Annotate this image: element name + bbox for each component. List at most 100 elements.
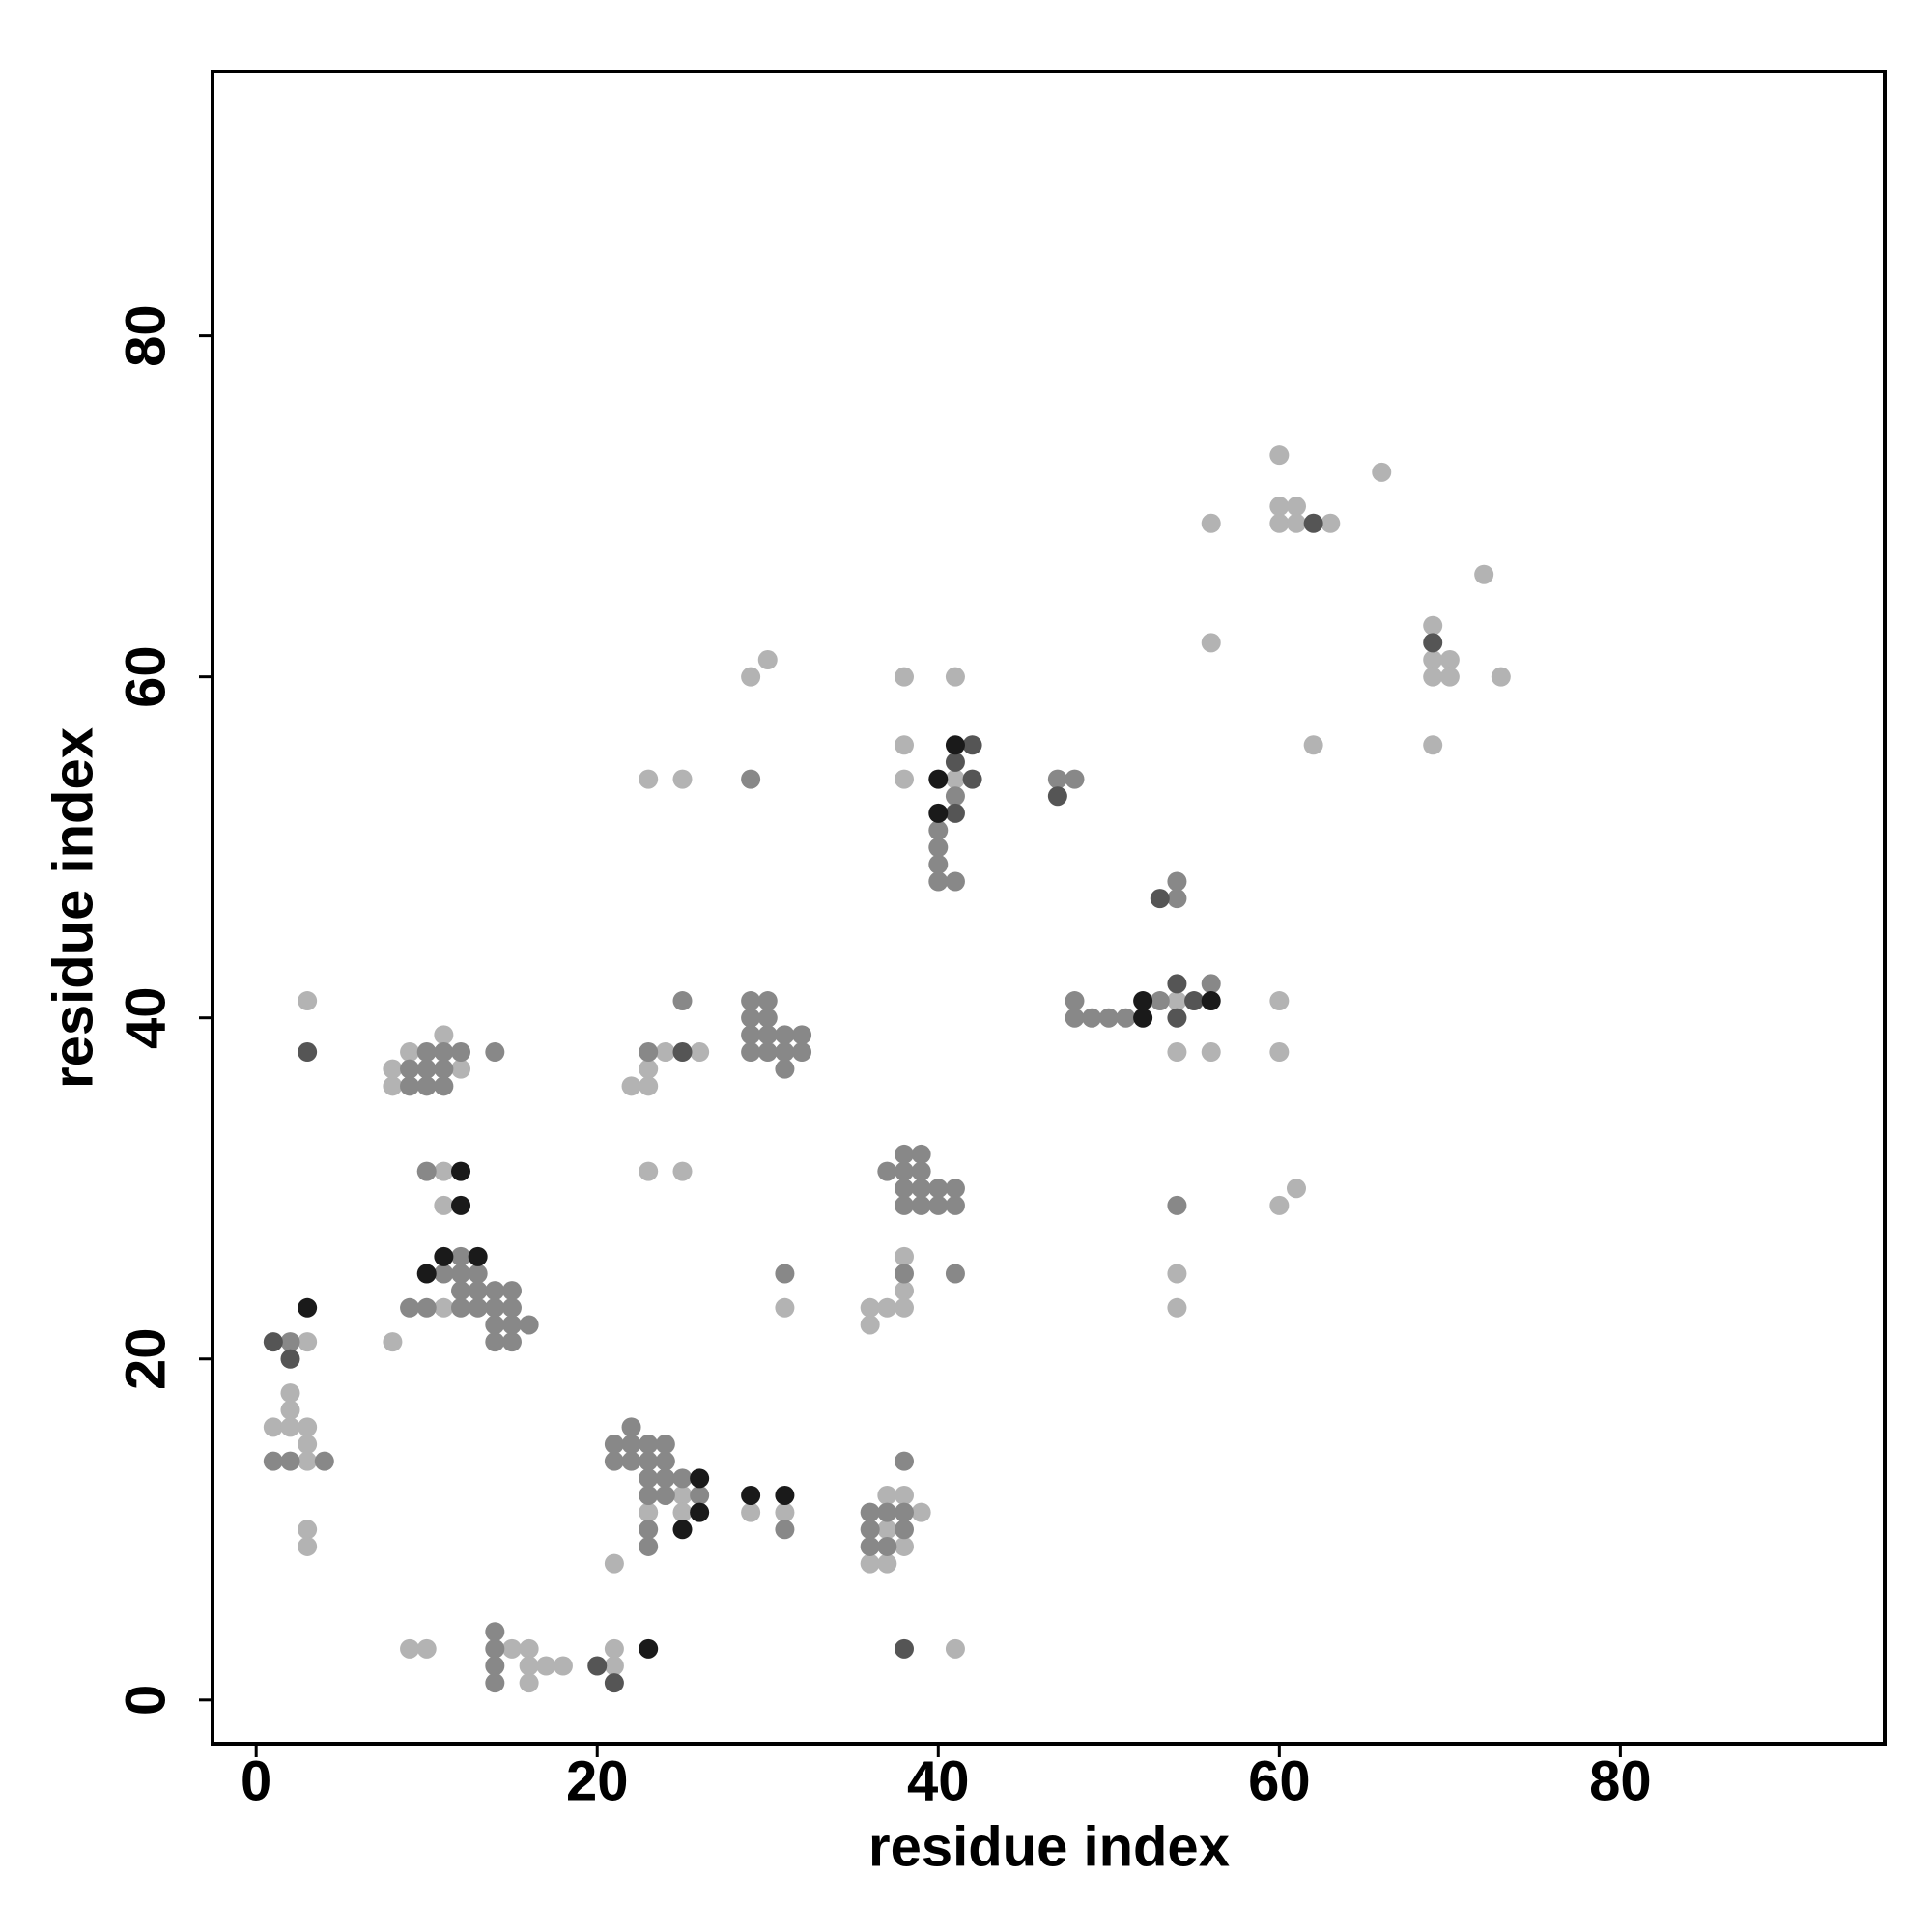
- point: [877, 1161, 897, 1181]
- point: [1065, 991, 1085, 1011]
- point: [485, 1042, 505, 1063]
- point: [639, 1076, 659, 1096]
- point: [877, 1297, 897, 1318]
- point: [485, 1638, 505, 1659]
- point: [741, 769, 761, 789]
- point: [741, 1485, 761, 1505]
- point: [639, 1451, 659, 1471]
- point: [468, 1281, 488, 1301]
- point: [416, 1297, 437, 1318]
- point: [604, 1553, 624, 1574]
- point: [757, 991, 778, 1011]
- point: [894, 1451, 914, 1471]
- point: [757, 1025, 778, 1045]
- point: [741, 1008, 761, 1028]
- point: [1423, 735, 1443, 755]
- point: [621, 1417, 641, 1437]
- point: [945, 871, 965, 892]
- point: [672, 1520, 693, 1540]
- point: [485, 1315, 505, 1335]
- point: [860, 1536, 880, 1556]
- point: [519, 1638, 539, 1659]
- point: [945, 1638, 965, 1659]
- point: [962, 769, 982, 789]
- point: [775, 1059, 795, 1079]
- point: [639, 769, 659, 789]
- point: [434, 1297, 454, 1318]
- point: [775, 1520, 795, 1540]
- point: [314, 1451, 334, 1471]
- point: [894, 1195, 914, 1215]
- point: [1303, 513, 1323, 533]
- point: [775, 1264, 795, 1284]
- point: [911, 1179, 931, 1199]
- point: [1269, 991, 1290, 1011]
- x-axis-title: residue index: [868, 1815, 1230, 1878]
- point: [1082, 1008, 1102, 1028]
- point: [1269, 1195, 1290, 1215]
- point: [1303, 735, 1323, 755]
- point: [945, 786, 965, 807]
- point: [1491, 667, 1511, 687]
- point: [1150, 889, 1170, 909]
- point: [604, 1656, 624, 1676]
- point: [1065, 1008, 1085, 1028]
- point: [416, 1059, 437, 1079]
- point: [775, 1042, 795, 1063]
- point: [894, 1638, 914, 1659]
- point: [639, 1638, 659, 1659]
- point: [1439, 650, 1460, 670]
- point: [655, 1468, 675, 1489]
- point: [1201, 633, 1221, 653]
- x-tick-label: 20: [566, 1749, 629, 1812]
- point: [655, 1451, 675, 1471]
- point: [1167, 1008, 1187, 1028]
- point: [383, 1059, 403, 1079]
- point: [280, 1400, 300, 1420]
- point: [468, 1264, 488, 1284]
- point: [894, 1297, 914, 1318]
- point: [1167, 991, 1187, 1011]
- point: [553, 1656, 573, 1676]
- x-tick-label: 60: [1248, 1749, 1311, 1812]
- point: [928, 871, 949, 892]
- point: [1184, 991, 1205, 1011]
- point: [1167, 1264, 1187, 1284]
- point: [280, 1383, 300, 1404]
- point: [775, 1297, 795, 1318]
- point: [604, 1451, 624, 1471]
- point: [775, 1485, 795, 1505]
- point: [1167, 889, 1187, 909]
- point: [298, 1332, 318, 1352]
- point: [911, 1502, 931, 1522]
- point: [280, 1349, 300, 1369]
- point: [1167, 1042, 1187, 1063]
- point: [639, 1059, 659, 1079]
- point: [1167, 871, 1187, 892]
- point: [1098, 1008, 1119, 1028]
- point: [280, 1451, 300, 1471]
- point: [1047, 786, 1067, 807]
- point: [1201, 974, 1221, 994]
- point: [621, 1435, 641, 1455]
- point: [690, 1468, 710, 1489]
- point: [945, 1264, 965, 1284]
- x-tick-label: 0: [241, 1749, 271, 1812]
- point: [1133, 991, 1153, 1011]
- point: [655, 1485, 675, 1505]
- y-tick-label: 60: [114, 645, 177, 708]
- point: [639, 1485, 659, 1505]
- point: [434, 1059, 454, 1079]
- point: [860, 1553, 880, 1574]
- point: [741, 1025, 761, 1045]
- point: [945, 667, 965, 687]
- point: [519, 1656, 539, 1676]
- point: [639, 1468, 659, 1489]
- point: [894, 1536, 914, 1556]
- point: [416, 1638, 437, 1659]
- point: [434, 1076, 454, 1096]
- point: [298, 1536, 318, 1556]
- point: [485, 1281, 505, 1301]
- point: [639, 1536, 659, 1556]
